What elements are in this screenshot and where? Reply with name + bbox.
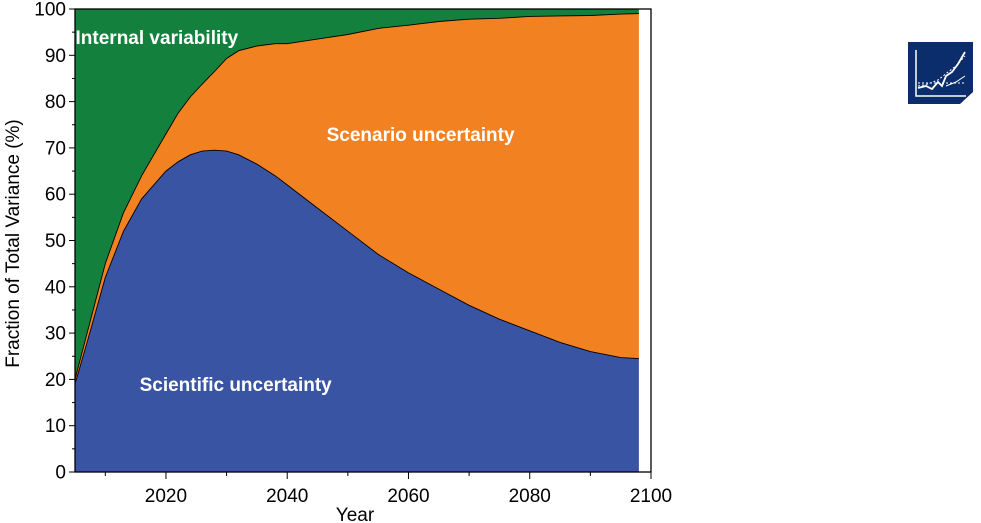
x-tick-label: 2080 [509,486,551,507]
label-scientific-uncertainty: Scientific uncertainty [140,375,333,396]
y-tick-label: 90 [45,46,66,67]
x-tick-label: 2020 [145,486,187,507]
boundary-scenario-uncertainty [74,13,639,380]
y-tick-label: 40 [45,277,66,298]
y-tick-label: 50 [45,231,66,252]
area-scientific-uncertainty [75,150,639,472]
y-tick-label: 20 [45,370,66,391]
region-labels: Internal variability Scenario uncertainty… [76,28,515,396]
y-tick-label: 10 [45,416,66,437]
y-axis: 0 10 20 30 40 50 60 70 80 90 100 [34,0,75,484]
y-tick-label: 70 [45,138,66,159]
y-tick-label: 80 [45,92,66,113]
x-tick-label: 2100 [630,486,672,507]
y-tick-label: 30 [45,324,66,345]
x-axis: 2020 2040 2060 2080 2100 [104,472,672,507]
label-scenario-uncertainty: Scenario uncertainty [327,125,515,146]
x-tick-label: 2060 [387,486,429,507]
stacked-areas [75,9,639,472]
boundary-scientific-uncertainty [74,149,639,385]
y-axis-title: Fraction of Total Variance (%) [3,119,24,368]
y-tick-label: 60 [45,185,66,206]
label-internal-variability: Internal variability [76,28,239,49]
y-tick-label: 100 [34,0,66,21]
area-internal-variability [75,9,639,380]
x-tick-label: 2040 [266,486,308,507]
x-axis-title: Year [336,505,375,523]
area-scenario-uncertainty [75,13,639,384]
line-chart-icon [908,42,973,104]
y-tick-label: 0 [55,463,66,484]
